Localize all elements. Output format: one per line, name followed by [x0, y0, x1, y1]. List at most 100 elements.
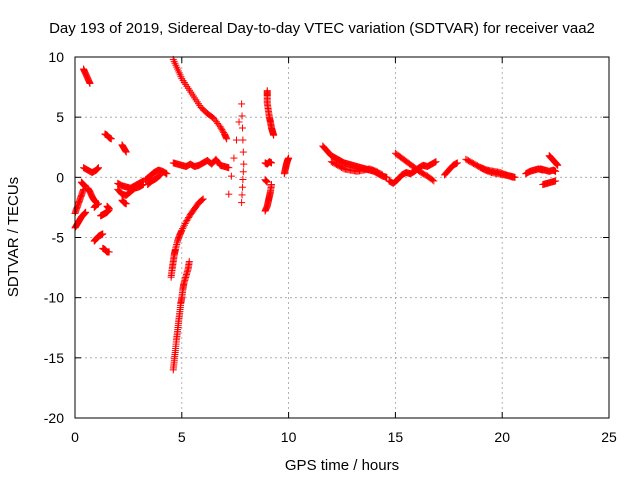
data-point: [552, 177, 560, 185]
y-tick-label: 5: [56, 109, 64, 125]
series-early-cluster-r: [144, 171, 164, 189]
y-tick-label: -5: [52, 230, 65, 246]
data-point: [198, 196, 206, 204]
data-point: [263, 178, 271, 186]
series-vertical-10h: [280, 154, 293, 178]
data-point: [94, 200, 102, 208]
data-point: [122, 200, 130, 208]
y-tick-label: 10: [48, 49, 64, 65]
x-tick-label: 15: [388, 429, 404, 445]
data-point: [225, 164, 233, 172]
y-tick-label: -20: [44, 410, 64, 426]
data-point: [86, 79, 94, 87]
series-vertical-9h-mid: [261, 158, 276, 168]
series-early-cluster-k: [101, 130, 115, 143]
series-vertical-9h-upper: [263, 87, 278, 139]
data-point: [235, 118, 243, 126]
data-point: [453, 159, 461, 167]
series-arc-spike: [169, 258, 193, 374]
y-tick-label: -10: [44, 290, 64, 306]
y-axis-label: SDTVAR / TECUs: [5, 177, 22, 297]
series-early-cluster-h: [90, 200, 102, 211]
data-point: [122, 148, 130, 156]
data-point: [238, 183, 246, 191]
data-point: [552, 167, 560, 175]
data-point: [238, 191, 246, 199]
data-point: [230, 154, 238, 162]
data-point: [430, 177, 438, 185]
series-early-cluster-c: [80, 65, 94, 87]
grid-layer: [75, 57, 609, 418]
data-point: [94, 164, 102, 172]
series-afternoon-band-4: [391, 149, 438, 185]
series-late-band-2: [537, 165, 560, 175]
data-point: [156, 172, 164, 180]
series-vertical-9h-aux: [261, 176, 271, 186]
x-tick-label: 0: [71, 429, 79, 445]
x-tick-label: 5: [178, 429, 186, 445]
x-tick-label: 20: [494, 429, 510, 445]
series-early-cluster-o: [118, 141, 130, 156]
series-early-cluster-f: [84, 184, 100, 207]
y-tick-label: -15: [44, 350, 64, 366]
data-point: [99, 230, 107, 238]
data-point: [270, 131, 278, 139]
data-point: [268, 159, 276, 167]
data-point: [227, 172, 235, 180]
data-point: [238, 112, 246, 120]
data-point: [178, 226, 186, 234]
data-point: [197, 196, 205, 204]
data-point: [155, 172, 163, 180]
data-point: [181, 220, 189, 228]
series-early-cluster-e: [77, 178, 90, 191]
series-early-cluster-b: [71, 208, 90, 232]
series-arc-plunge: [167, 195, 207, 281]
data-point: [218, 126, 226, 134]
series-early-cluster-g: [90, 230, 107, 245]
series-early-cluster-j: [99, 244, 113, 256]
x-tick-label: 10: [281, 429, 297, 445]
series-evening-band-3: [477, 164, 517, 181]
y-tick-label: 0: [56, 169, 64, 185]
data-point: [429, 176, 437, 184]
data-point: [239, 148, 247, 156]
data-point: [185, 214, 193, 222]
chart-title: Day 193 of 2019, Sidereal Day-to-day VTE…: [49, 20, 595, 37]
series-evening-band-1: [441, 159, 461, 179]
data-point: [238, 124, 246, 132]
series-late-band-3: [545, 152, 562, 169]
x-tick-label: 25: [601, 429, 617, 445]
data-point: [183, 216, 191, 224]
data-point: [219, 127, 227, 135]
data-point: [240, 160, 248, 168]
series-vertical-9h-low: [261, 181, 276, 215]
series-outlier-isolated: [225, 100, 248, 207]
series-early-cluster-l: [103, 202, 113, 213]
data-point: [432, 158, 440, 166]
data-point: [82, 208, 90, 216]
data-point: [216, 123, 224, 131]
series-arc-descending: [169, 55, 231, 143]
data-point: [239, 175, 247, 183]
data-point: [225, 190, 233, 198]
x-axis-label: GPS time / hours: [285, 457, 399, 474]
data-point: [509, 173, 517, 181]
data-point: [239, 136, 247, 144]
data-point: [180, 221, 188, 229]
data-point: [554, 161, 562, 169]
data-point: [377, 170, 385, 178]
data-point: [179, 225, 187, 233]
data-point: [199, 195, 207, 203]
data-point: [268, 181, 276, 189]
series-late-band-4: [539, 177, 560, 189]
data-point: [238, 100, 246, 108]
data-point: [163, 170, 171, 178]
data-point: [379, 171, 387, 179]
plot-frame: [74, 56, 610, 419]
data-point: [105, 248, 113, 256]
series-early-cluster-q: [141, 166, 171, 184]
series-early-cluster-p: [118, 196, 130, 208]
data-point: [217, 124, 225, 132]
